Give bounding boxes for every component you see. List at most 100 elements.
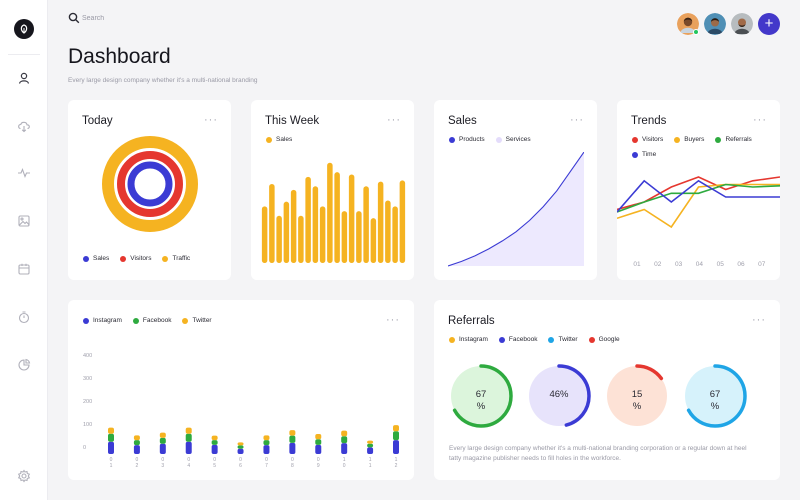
x-tick-label: 0	[187, 457, 190, 463]
week-bar	[298, 215, 304, 263]
week-bar	[276, 215, 282, 263]
x-tick-label: 07	[758, 261, 766, 268]
legend-dot	[266, 136, 272, 143]
sidebar-item-profile[interactable]	[14, 68, 34, 88]
download-cloud-icon	[18, 121, 30, 133]
sales-card: Sales ··· Products Services	[434, 100, 597, 280]
x-tick-label: 0	[136, 457, 139, 463]
legend-item: Google	[588, 336, 620, 343]
sidebar-item-downloads[interactable]	[14, 116, 34, 136]
sidebar-item-settings[interactable]	[14, 466, 34, 486]
card-title: This Week	[265, 115, 320, 127]
ring-visitors	[117, 151, 183, 217]
week-bar	[399, 180, 406, 263]
x-tick-label: 01	[633, 261, 641, 268]
user-avatar-2[interactable]	[704, 13, 726, 35]
week-bar	[392, 206, 398, 263]
buyers-line	[617, 183, 780, 229]
legend-dot	[449, 336, 455, 343]
search-input[interactable]	[82, 11, 242, 26]
week-bar	[341, 211, 348, 263]
instagram-segment	[159, 443, 166, 454]
x-tick-label: 1	[395, 457, 398, 463]
more-options-icon[interactable]: ···	[570, 114, 584, 126]
twitter-segment	[367, 440, 374, 444]
week-bar	[356, 211, 362, 263]
week-bar	[385, 200, 391, 263]
referrals-card: Referrals ··· Instagram Facebook Twitter…	[434, 300, 780, 480]
x-tick-label: 06	[737, 261, 745, 268]
activity-icon	[18, 167, 30, 179]
week-legend: Sales	[266, 136, 303, 143]
sidebar-item-calendar[interactable]	[14, 259, 34, 279]
instagram-segment	[263, 445, 270, 454]
x-tick-label: 1	[369, 457, 372, 463]
search-icon[interactable]	[68, 12, 80, 24]
legend-label: Traffic	[172, 255, 191, 262]
sidebar-item-reports[interactable]	[14, 355, 34, 375]
legend-dot	[83, 317, 89, 324]
logo[interactable]	[14, 19, 34, 39]
page-title: Dashboard	[68, 45, 171, 68]
facebook-segment	[315, 439, 322, 445]
legend-label: Google	[598, 336, 620, 343]
legend-label: Twitter	[558, 336, 578, 343]
instagram-segment	[211, 444, 218, 454]
add-button[interactable]: +	[758, 13, 780, 35]
x-tick-label: 0	[161, 457, 164, 463]
x-tick-label: 03	[675, 261, 683, 268]
legend-label: Twitter	[192, 317, 212, 324]
x-tick-label: 2	[395, 463, 398, 469]
legend-label: Instagram	[459, 336, 488, 343]
legend-item: Visitors	[632, 136, 663, 143]
more-options-icon[interactable]: ···	[753, 114, 767, 126]
x-tick-label: 9	[317, 463, 320, 469]
y-tick-label: 400	[83, 353, 92, 359]
legend-dot	[632, 151, 638, 158]
sidebar-item-timer[interactable]	[14, 307, 34, 327]
page-subtitle: Every large design company whether it's …	[68, 77, 258, 84]
more-options-icon[interactable]: ···	[387, 114, 401, 126]
legend-item: Traffic	[162, 255, 190, 262]
legend-label: Buyers	[684, 136, 705, 143]
sales-legend: Products Services	[449, 136, 542, 143]
x-tick-label: 3	[161, 463, 164, 469]
card-title: Trends	[631, 115, 667, 127]
instagram-segment	[393, 440, 399, 454]
twitter-segment	[211, 435, 218, 441]
facebook-segment	[159, 437, 166, 444]
x-tick-label: 4	[187, 463, 190, 469]
x-tick-label: 8	[291, 463, 294, 469]
today-legend: Sales Visitors Traffic	[83, 255, 201, 262]
x-tick-label: 04	[696, 261, 704, 268]
facebook-segment	[185, 433, 192, 442]
more-options-icon[interactable]: ···	[752, 314, 766, 326]
instagram-segment	[367, 447, 374, 454]
legend-label: Time	[642, 151, 657, 158]
legend-dot	[182, 317, 189, 324]
week-bar	[261, 206, 268, 263]
gauge-twitter-arc	[605, 364, 669, 428]
legend-dot	[498, 336, 505, 343]
legend-item: Buyers	[674, 136, 704, 143]
user-icon	[18, 72, 30, 84]
sidebar-item-gallery[interactable]	[14, 211, 34, 231]
week-bar	[370, 218, 377, 263]
more-options-icon[interactable]: ···	[386, 314, 400, 326]
legend-label: Facebook	[508, 336, 538, 343]
time-line	[617, 179, 780, 213]
sidebar-item-activity[interactable]	[14, 163, 34, 183]
week-bar	[283, 201, 290, 263]
legend-item: Visitors	[120, 255, 151, 262]
more-options-icon[interactable]: ···	[204, 114, 218, 126]
social-card: Instagram Facebook Twitter ··· 400 300 200…	[68, 300, 414, 480]
twitter-segment	[159, 432, 166, 438]
legend-item: Sales	[83, 255, 109, 262]
legend-item: Twitter	[182, 317, 212, 324]
online-status-dot	[693, 29, 699, 35]
week-bar	[327, 162, 333, 263]
user-avatar-3[interactable]	[731, 13, 753, 35]
legend-item: Instagram	[83, 317, 122, 324]
sales-area-chart	[448, 152, 584, 267]
